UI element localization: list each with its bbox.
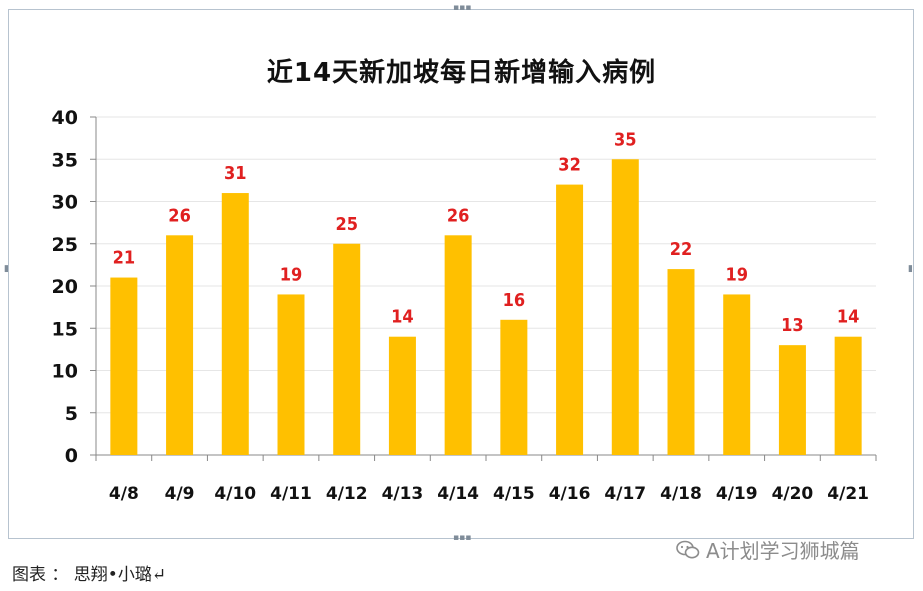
x-tick-label: 4/21: [827, 484, 869, 504]
data-label: 14: [391, 307, 414, 328]
x-tick-label: 4/12: [326, 484, 368, 504]
data-label: 25: [335, 214, 358, 235]
data-label: 26: [447, 205, 470, 226]
x-tick-label: 4/19: [716, 484, 758, 504]
resize-handle-left[interactable]: ▮: [4, 264, 9, 274]
watermark-text: A计划学习狮城篇: [706, 539, 860, 563]
wechat-icon: [676, 540, 700, 558]
x-tick-label: 4/11: [270, 484, 312, 504]
figure-caption: 图表 ： 思翔•小璐↵: [12, 565, 167, 585]
data-label: 13: [781, 315, 804, 336]
bar: [110, 277, 138, 455]
bar: [778, 345, 806, 455]
bar: [388, 336, 416, 455]
data-label: 31: [224, 163, 247, 184]
y-tick-label: 40: [52, 107, 78, 129]
x-tick-label: 4/14: [437, 484, 479, 504]
x-tick-label: 4/8: [109, 484, 139, 504]
bar-chart: 0 5 10 15 20 25 30 35 40 21 4/8 26 4/9 31 4/10 19 4/11 25…: [52, 107, 877, 504]
x-tick-label: 4/18: [660, 484, 702, 504]
bar: [834, 336, 862, 455]
data-label: 21: [113, 248, 136, 269]
bar: [556, 184, 584, 455]
bar: [611, 159, 639, 455]
y-tick-label: 10: [52, 361, 78, 383]
x-tick-label: 4/10: [214, 484, 256, 504]
watermark: A计划学习狮城篇: [676, 535, 860, 564]
bar: [333, 243, 361, 455]
data-label: 26: [168, 205, 191, 226]
x-tick-label: 4/20: [772, 484, 814, 504]
data-label: 22: [670, 239, 693, 260]
y-tick-label: 20: [52, 276, 78, 298]
bar: [500, 319, 528, 455]
y-tick-label: 35: [52, 149, 78, 171]
x-tick-label: 4/17: [604, 484, 646, 504]
resize-handle-bottom[interactable]: ▪▪▪: [453, 533, 472, 543]
x-tick-label: 4/13: [382, 484, 424, 504]
bar: [444, 235, 472, 455]
data-label: 35: [614, 129, 637, 150]
data-label: 19: [280, 264, 303, 285]
y-tick-label: 15: [52, 318, 78, 340]
bar: [166, 235, 194, 455]
resize-handle-right[interactable]: ▮: [908, 264, 913, 274]
data-label: 16: [503, 290, 526, 311]
data-label: 19: [725, 264, 748, 285]
y-tick-label: 25: [52, 234, 78, 256]
x-tick-label: 4/9: [165, 484, 195, 504]
x-tick-label: 4/15: [493, 484, 535, 504]
resize-handle-top[interactable]: ▪▪▪: [453, 3, 472, 13]
data-label: 14: [837, 307, 860, 328]
data-label: 32: [558, 155, 581, 176]
y-tick-label: 0: [65, 445, 78, 467]
bar: [221, 193, 249, 456]
y-tick-label: 5: [65, 403, 78, 425]
x-tick-label: 4/16: [549, 484, 591, 504]
y-tick-label: 30: [52, 192, 78, 214]
bar: [667, 269, 695, 455]
bar: [723, 294, 751, 455]
chart-title: 近14天新加坡每日新增输入病例: [266, 58, 657, 88]
bar: [277, 294, 305, 455]
